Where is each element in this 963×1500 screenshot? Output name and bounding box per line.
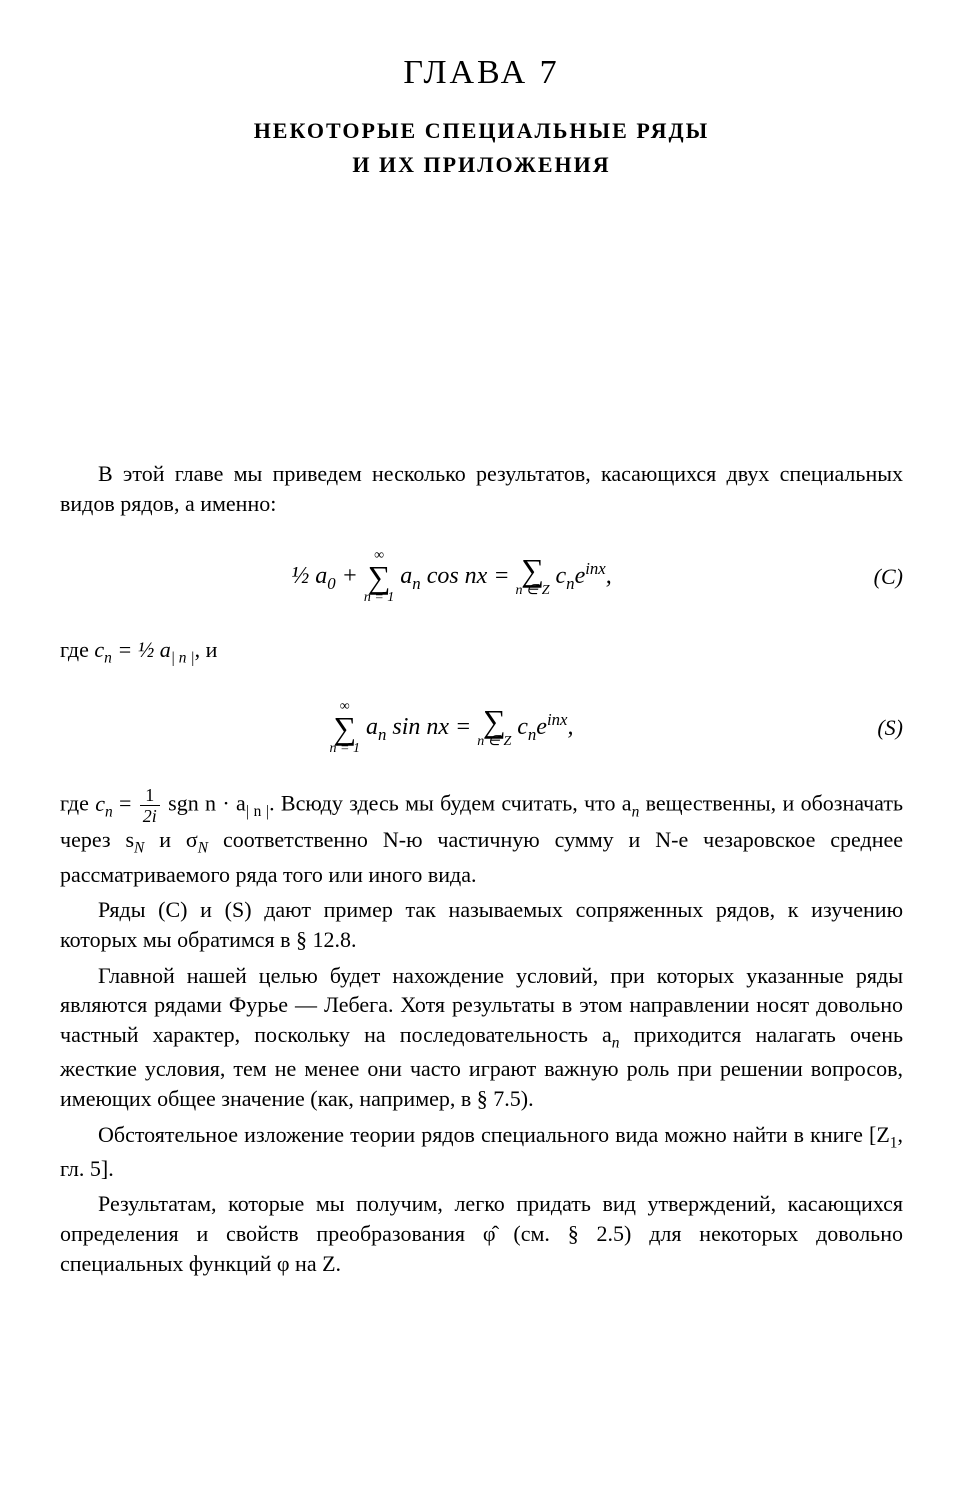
formula-exp: e — [575, 563, 586, 589]
where-suffix: , и — [195, 637, 218, 662]
formula-s-label: (S) — [843, 713, 903, 743]
formula-term: c — [556, 563, 567, 589]
sum-symbol: ∞ ∑ n = 1 — [330, 700, 360, 757]
paragraph-4: Обстоятельное изложение теории рядов спе… — [60, 1120, 903, 1184]
where-c-var: c — [94, 637, 104, 662]
paragraph-2: Ряды (C) и (S) дают пример так называемы… — [60, 895, 903, 954]
fraction: 12i — [140, 786, 160, 825]
where-dot: . — [269, 791, 281, 816]
sum-bottom: n = 1 — [364, 591, 394, 605]
fraction-den: 2i — [140, 806, 160, 825]
formula-term: a — [366, 714, 378, 740]
sigma-icon: ∑ — [477, 707, 511, 736]
where-c-var: c — [95, 791, 105, 816]
where-c-sub: n — [104, 650, 112, 667]
para4-sub: 1 — [890, 1134, 898, 1151]
sum-symbol: ∑ n ∈ Z — [516, 556, 550, 599]
formula-sub: n — [412, 573, 420, 592]
formula-c-lhs: ½ a — [291, 563, 327, 589]
where-sigmaN-sub: N — [198, 840, 208, 857]
formula-term: a — [400, 563, 412, 589]
formula-comma: , — [567, 714, 573, 740]
where-rest3: и σ — [144, 827, 197, 852]
formula-term: c — [517, 714, 528, 740]
formula-sin: sin nx = — [386, 714, 477, 740]
formula-c-label: (C) — [843, 562, 903, 592]
where-a-sub: | n | — [171, 650, 195, 667]
where-sgn: sgn n · a — [162, 791, 246, 816]
where-prefix: где — [60, 791, 95, 816]
where-eq: = ½ a — [112, 637, 171, 662]
para4-a: Обстоятельное изложение теории рядов спе… — [98, 1122, 890, 1147]
sum-symbol: ∑ n ∈ Z — [477, 707, 511, 750]
where-c-sub: n — [105, 803, 113, 820]
formula-c: ½ a0 + ∞ ∑ n = 1 an cos nx = ∑ n ∈ Z cne… — [60, 549, 843, 606]
formula-exp: e — [536, 714, 547, 740]
where-prefix: где — [60, 637, 94, 662]
formula-comma: , — [606, 563, 612, 589]
where-c: где cn = ½ a| n |, и — [60, 635, 903, 669]
sigma-icon: ∑ — [330, 714, 360, 743]
sum-symbol: ∞ ∑ n = 1 — [364, 549, 394, 606]
intro-paragraph: В этой главе мы приведем несколько резул… — [60, 459, 903, 518]
paragraph-3: Главной нашей целью будет нахождение усл… — [60, 961, 903, 1114]
where-eq: = — [113, 791, 138, 816]
where-s-paragraph: где cn = 12i sgn n · a| n |. Всюду здесь… — [60, 786, 903, 889]
chapter-title: ГЛАВА 7 — [60, 50, 903, 96]
formula-c-row: ½ a0 + ∞ ∑ n = 1 an cos nx = ∑ n ∈ Z cne… — [60, 549, 903, 606]
fraction-num: 1 — [140, 786, 160, 806]
formula-sub: n — [566, 573, 574, 592]
sum-bottom: n ∈ Z — [516, 584, 550, 598]
sigma-icon: ∑ — [364, 563, 394, 592]
sigma-icon: ∑ — [516, 556, 550, 585]
formula-sup: inx — [585, 559, 606, 578]
where-sN-sub: N — [134, 840, 144, 857]
formula-s: ∞ ∑ n = 1 an sin nx = ∑ n ∈ Z cneinx, — [60, 700, 843, 757]
formula-sup: inx — [547, 710, 568, 729]
sum-bottom: n ∈ Z — [477, 735, 511, 749]
chapter-subtitle-2: И ИХ ПРИЛОЖЕНИЯ — [60, 150, 903, 180]
where-a-sub: | n | — [246, 803, 269, 820]
formula-s-row: ∞ ∑ n = 1 an sin nx = ∑ n ∈ Z cneinx, (S… — [60, 700, 903, 757]
sum-bottom: n = 1 — [330, 742, 360, 756]
formula-c-lhs-sub: 0 — [327, 573, 335, 592]
where-rest: Всюду здесь мы будем считать, что a — [281, 791, 632, 816]
paragraph-5: Результатам, которые мы получим, легко п… — [60, 1189, 903, 1278]
chapter-subtitle-1: НЕКОТОРЫЕ СПЕЦИАЛЬНЫЕ РЯДЫ — [60, 116, 903, 146]
formula-cos: cos nx = — [421, 563, 516, 589]
formula-c-plus: + — [336, 563, 364, 589]
